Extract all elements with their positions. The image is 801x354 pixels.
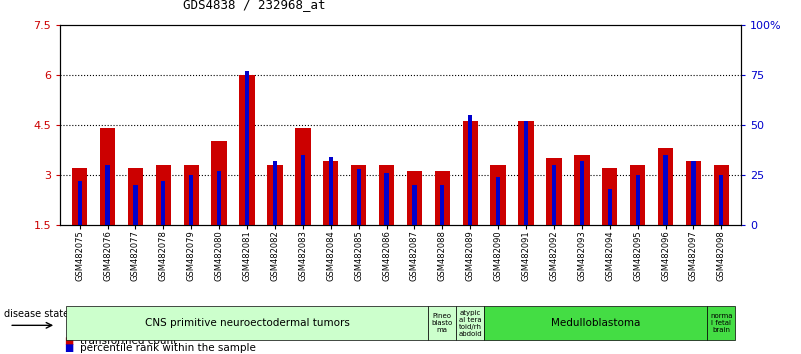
Bar bbox=[663, 155, 668, 225]
Bar bbox=[127, 168, 143, 225]
Bar bbox=[686, 161, 701, 225]
Bar bbox=[189, 175, 193, 225]
Bar bbox=[468, 115, 473, 225]
Text: disease state: disease state bbox=[4, 309, 69, 319]
Bar bbox=[552, 165, 556, 225]
Bar bbox=[463, 121, 478, 225]
Bar bbox=[300, 155, 305, 225]
Bar bbox=[323, 161, 338, 225]
Text: percentile rank within the sample: percentile rank within the sample bbox=[80, 343, 256, 353]
Bar bbox=[72, 168, 87, 225]
Bar bbox=[133, 185, 138, 225]
Bar bbox=[524, 121, 528, 225]
Text: Pineo
blasto
ma: Pineo blasto ma bbox=[432, 313, 453, 333]
Bar bbox=[328, 157, 333, 225]
Bar bbox=[714, 165, 729, 225]
Bar bbox=[211, 142, 227, 225]
Bar bbox=[351, 165, 366, 225]
Bar bbox=[273, 161, 277, 225]
Text: atypic
al tera
toid/rh
abdoid: atypic al tera toid/rh abdoid bbox=[458, 309, 482, 337]
Bar bbox=[379, 165, 394, 225]
Bar bbox=[546, 158, 562, 225]
Bar bbox=[580, 161, 584, 225]
Text: ■: ■ bbox=[64, 343, 74, 353]
Text: ■: ■ bbox=[64, 336, 74, 346]
Bar bbox=[719, 175, 723, 225]
Bar bbox=[658, 148, 674, 225]
Text: GDS4838 / 232968_at: GDS4838 / 232968_at bbox=[183, 0, 325, 11]
Bar bbox=[106, 165, 110, 225]
Bar bbox=[100, 128, 115, 225]
Bar bbox=[155, 165, 171, 225]
Bar bbox=[608, 189, 612, 225]
Bar bbox=[518, 121, 533, 225]
Bar bbox=[574, 155, 590, 225]
Bar bbox=[78, 181, 82, 225]
Bar bbox=[295, 128, 311, 225]
Bar bbox=[161, 181, 166, 225]
Bar bbox=[239, 75, 255, 225]
Bar bbox=[635, 175, 640, 225]
Bar bbox=[630, 165, 646, 225]
Bar bbox=[602, 168, 618, 225]
Text: norma
l fetal
brain: norma l fetal brain bbox=[710, 313, 733, 333]
Bar bbox=[217, 171, 221, 225]
Text: CNS primitive neuroectodermal tumors: CNS primitive neuroectodermal tumors bbox=[145, 318, 349, 328]
Bar bbox=[245, 71, 249, 225]
Bar bbox=[435, 171, 450, 225]
Bar bbox=[441, 185, 445, 225]
Bar bbox=[356, 169, 360, 225]
Text: Medulloblastoma: Medulloblastoma bbox=[551, 318, 641, 328]
Bar bbox=[183, 165, 199, 225]
Bar bbox=[384, 173, 388, 225]
Bar bbox=[691, 161, 695, 225]
Bar bbox=[268, 165, 283, 225]
Bar bbox=[407, 171, 422, 225]
Bar bbox=[496, 177, 501, 225]
Text: transformed count: transformed count bbox=[80, 336, 177, 346]
Bar bbox=[413, 185, 417, 225]
Bar bbox=[490, 165, 506, 225]
